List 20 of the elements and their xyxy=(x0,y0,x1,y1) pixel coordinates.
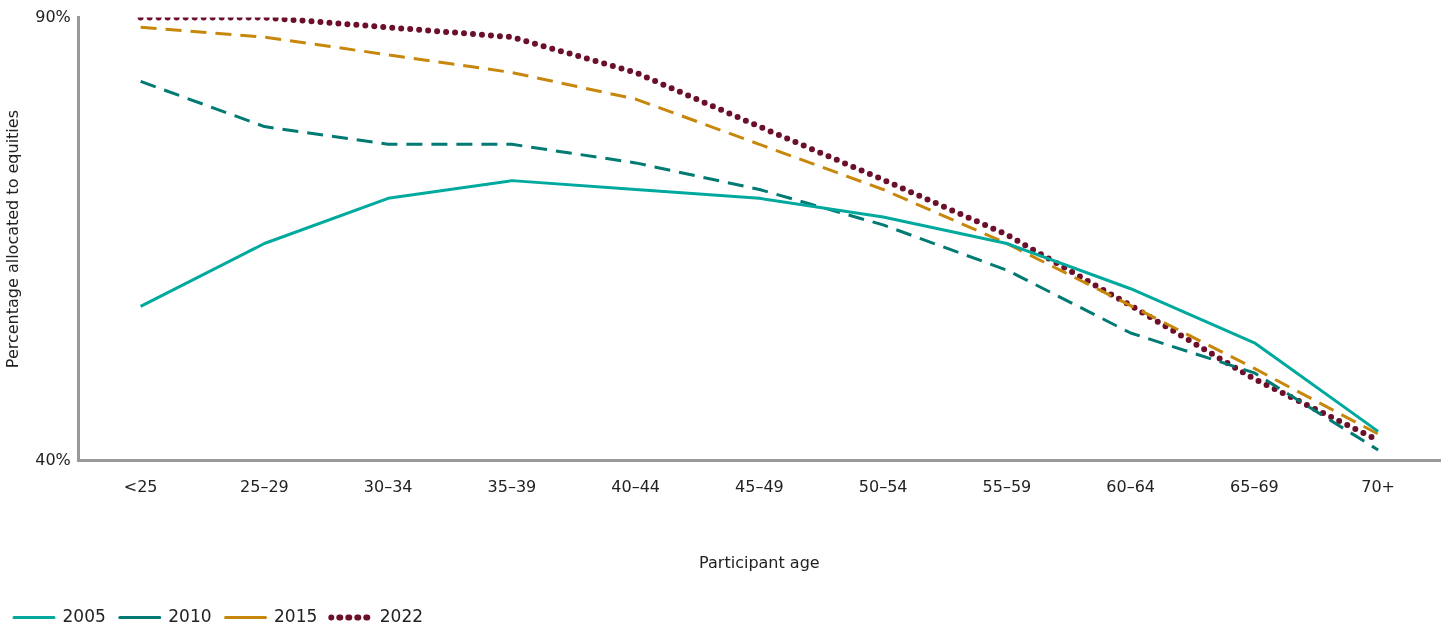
x-tick-label: 60–64 xyxy=(1106,477,1155,497)
y-axis-title: Percentage allocated to equities xyxy=(2,110,22,369)
x-tick-label: 50–54 xyxy=(858,477,908,497)
x-tick-label: 45–49 xyxy=(735,477,784,497)
legend-label: 2005 xyxy=(62,605,106,626)
x-tick-label: 30–34 xyxy=(363,477,413,497)
legend-label: 2010 xyxy=(168,605,212,626)
y-tick-label: 90% xyxy=(35,6,71,26)
x-tick-label: 55–59 xyxy=(982,477,1032,497)
x-tick-label: 70+ xyxy=(1361,477,1396,497)
legend-label: 2015 xyxy=(274,605,318,626)
x-tick-label: 65–69 xyxy=(1230,477,1279,497)
x-tick-label: 25–29 xyxy=(240,477,289,497)
y-tick-label: 40% xyxy=(35,449,71,469)
x-tick-label: <25 xyxy=(123,477,158,497)
x-axis-title: Participant age xyxy=(699,552,820,572)
x-tick-label: 40–44 xyxy=(611,477,660,497)
line-series xyxy=(139,79,1380,452)
x-tick-label: 35–39 xyxy=(487,477,537,497)
legend-label: 2022 xyxy=(379,605,424,626)
